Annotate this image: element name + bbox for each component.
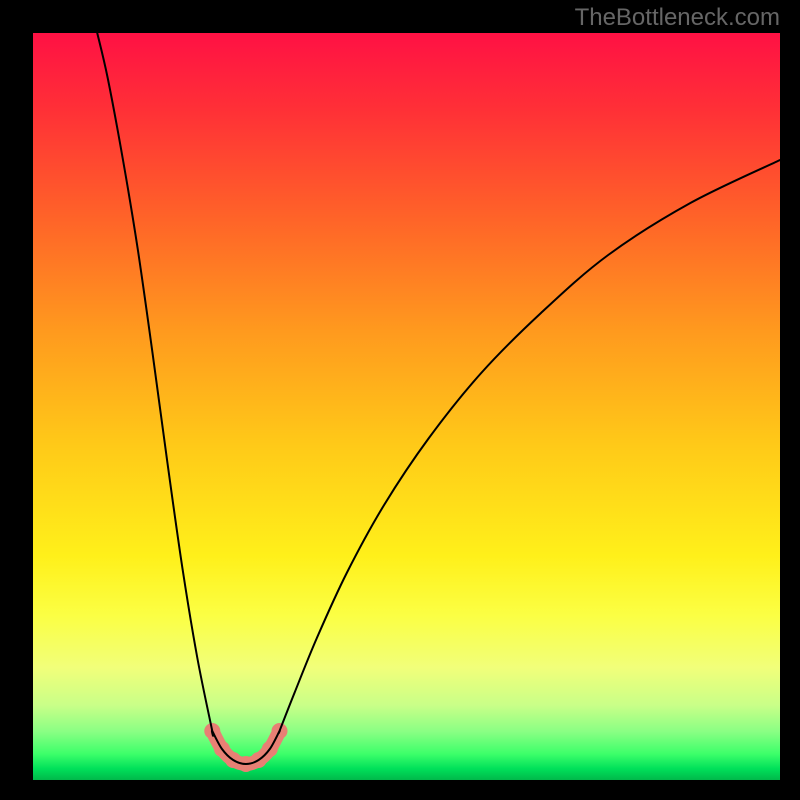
chart-frame: TheBottleneck.com: [0, 0, 800, 800]
plot-area: [33, 33, 780, 780]
bottleneck-curve: [97, 33, 780, 764]
curve-layer: [33, 33, 780, 780]
watermark-text: TheBottleneck.com: [575, 4, 780, 32]
